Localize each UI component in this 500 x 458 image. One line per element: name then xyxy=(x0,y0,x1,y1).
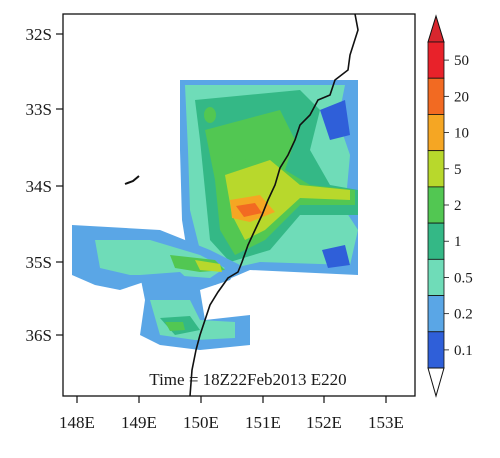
colorbar-label: 1 xyxy=(454,234,462,250)
colorbar-segment xyxy=(427,186,445,224)
lat-label-35s: 35S xyxy=(26,253,52,272)
colorbar-segment xyxy=(427,77,445,115)
colorbar-label: 2 xyxy=(454,198,462,214)
colorbar-segment xyxy=(427,150,445,188)
lon-label-150e: 150E xyxy=(183,413,219,432)
colorbar-segment xyxy=(427,114,445,152)
lat-label-33s: 33S xyxy=(26,100,52,119)
time-annotation: Time = 18Z22Feb2013 E220 xyxy=(149,370,346,389)
plot-frame xyxy=(62,13,416,397)
colorbar-segment xyxy=(427,222,445,260)
lat-label-34s: 34S xyxy=(26,177,52,196)
colorbar-segment xyxy=(427,258,445,296)
colorbar: 50 20 10 5 2 1 0.5 0.2 0.1 xyxy=(427,14,473,398)
colorbar-label: 10 xyxy=(454,126,469,142)
colorbar-label: 0.1 xyxy=(454,343,473,359)
colorbar-segment xyxy=(427,331,445,369)
colorbar-segment xyxy=(427,295,445,333)
lon-label-153e: 153E xyxy=(368,413,404,432)
lat-label-32s: 32S xyxy=(26,25,52,44)
lon-label-151e: 151E xyxy=(245,413,281,432)
rainfall-field xyxy=(72,80,358,350)
colorbar-label: 0.2 xyxy=(454,307,473,323)
lon-label-149e: 149E xyxy=(121,413,157,432)
colorbar-label: 50 xyxy=(454,53,469,69)
colorbar-segment xyxy=(427,41,445,79)
island-mark xyxy=(124,175,140,185)
lon-label-152e: 152E xyxy=(306,413,342,432)
axis-ticks xyxy=(56,33,387,403)
colorbar-label: 0.5 xyxy=(454,270,473,286)
lon-label-148e: 148E xyxy=(59,413,95,432)
colorbar-label: 20 xyxy=(454,89,469,105)
colorbar-label: 5 xyxy=(454,162,462,178)
coastline xyxy=(189,13,359,397)
lat-label-36s: 36S xyxy=(26,326,52,345)
colorbar-top-arrow xyxy=(427,14,445,43)
colorbar-bottom-arrow xyxy=(427,367,445,398)
